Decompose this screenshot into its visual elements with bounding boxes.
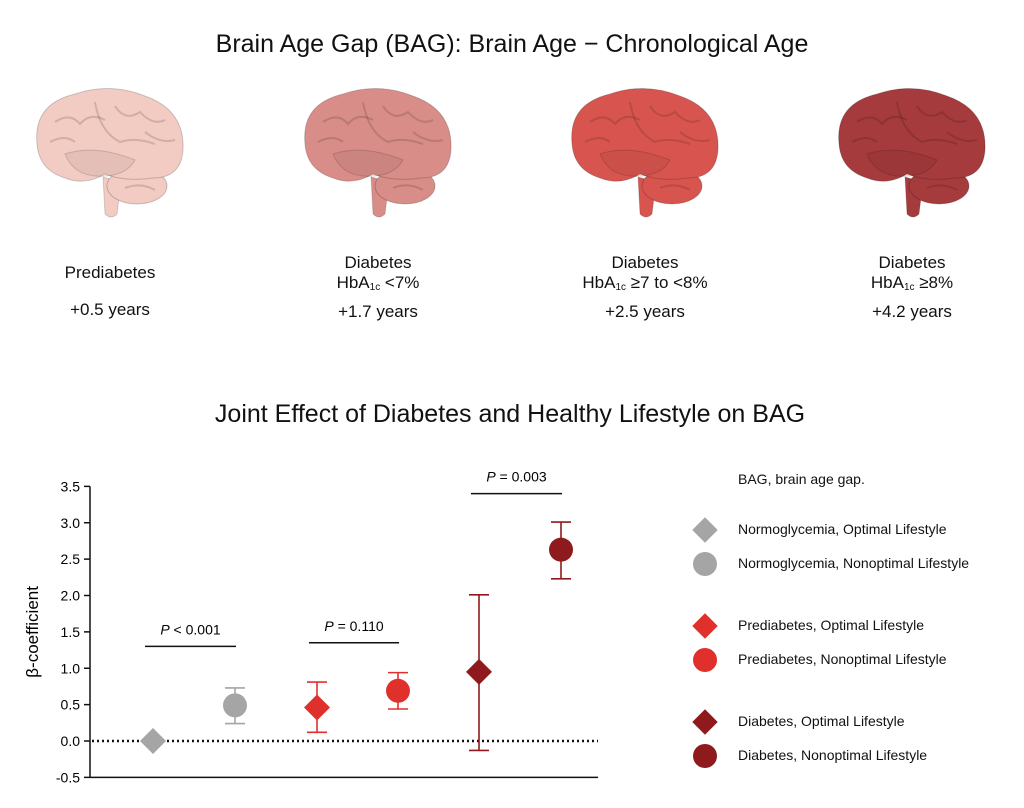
y-tick-label: 3.5 (61, 478, 81, 494)
y-tick-label: 1.0 (61, 660, 81, 676)
y-tick-label: 2.5 (61, 551, 81, 567)
hba1c-range: HbA1c ≥8% (870, 273, 954, 293)
brain-group-label: Prediabetes (65, 263, 156, 283)
data-point-circle (549, 537, 573, 562)
y-tick-label: 0.0 (61, 733, 81, 749)
brain-illustration (838, 87, 986, 218)
data-point-circle (223, 693, 247, 718)
brain-illustration (571, 87, 719, 218)
group-name: Diabetes (878, 253, 946, 272)
data-point-diamond (304, 694, 330, 721)
chart-title: Joint Effect of Diabetes and Healthy Lif… (214, 400, 806, 428)
hba1c-range: HbA1c ≥7 to <8% (582, 273, 708, 293)
legend-label: Normoglycemia, Nonoptimal Lifestyle (738, 555, 970, 571)
group-name: Diabetes (344, 253, 412, 272)
p-value-label: P < 0.001 (160, 621, 221, 637)
legend-diamond-icon (692, 517, 718, 543)
y-tick-label: 3.0 (61, 515, 81, 531)
legend-circle-icon (693, 648, 717, 672)
legend-circle-icon (693, 744, 717, 768)
brain-illustration (304, 87, 452, 218)
group-name: Prediabetes (64, 263, 156, 282)
y-tick-label: 1.5 (61, 624, 81, 640)
brain-age-gap-value: +2.5 years (605, 302, 685, 321)
legend-diamond-icon (692, 709, 718, 735)
y-tick-label: 0.5 (61, 697, 81, 713)
brain-group-label: Diabetes HbA1c ≥7 to <8% (582, 253, 707, 298)
y-axis-label: β-coefficient (23, 586, 42, 678)
legend-label: Diabetes, Optimal Lifestyle (738, 713, 905, 729)
legend-diamond-icon (692, 613, 718, 639)
data-point-circle (386, 678, 410, 703)
p-value-label: P = 0.110 (324, 618, 384, 634)
brain-age-gap-value: +1.7 years (338, 302, 418, 321)
p-value-label: P = 0.003 (486, 469, 547, 485)
y-tick-label: 2.0 (61, 588, 81, 604)
data-point-diamond (140, 728, 166, 754)
y-tick-label: -0.5 (56, 769, 80, 785)
group-name: Diabetes (611, 253, 679, 272)
brain-group-label: Diabetes HbA1c <7% (337, 253, 420, 298)
legend-label: Prediabetes, Nonoptimal Lifestyle (738, 651, 947, 667)
legend-circle-icon (693, 552, 717, 576)
figure-title: Brain Age Gap (BAG): Brain Age − Chronol… (215, 30, 809, 58)
brain-group-label: Diabetes HbA1c ≥8% (871, 253, 953, 298)
data-point-diamond (466, 658, 492, 685)
legend-label: Normoglycemia, Optimal Lifestyle (738, 521, 947, 537)
brain-age-gap-value: +0.5 years (70, 300, 150, 319)
legend-label: Diabetes, Nonoptimal Lifestyle (738, 747, 928, 763)
brain-illustration (36, 87, 184, 218)
hba1c-range: HbA1c <7% (336, 273, 420, 293)
legend-note: BAG, brain age gap. (738, 471, 865, 487)
beta-coefficient-chart: 3.5 3.0 2.5 2.0 1.5 1.0 0.5 0.0 -0.5 β-coefficien… (23, 469, 598, 785)
brain-age-gap-value: +4.2 years (872, 302, 952, 321)
legend-label: Prediabetes, Optimal Lifestyle (738, 617, 924, 633)
